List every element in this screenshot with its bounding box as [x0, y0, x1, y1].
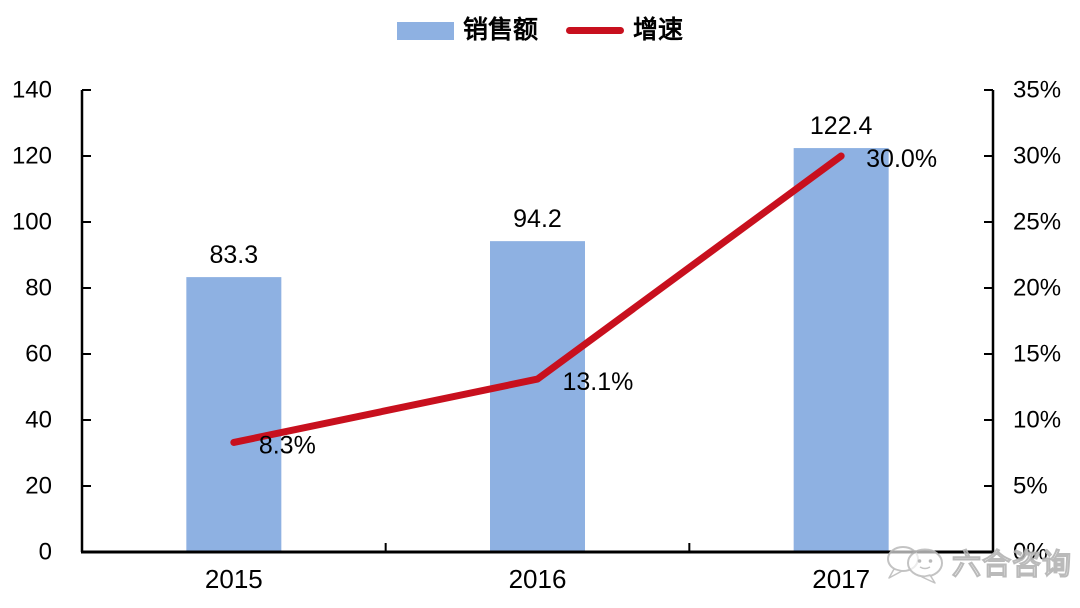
- right-axis-tick-label: 5%: [1013, 473, 1048, 500]
- right-axis-tick-label: 25%: [1013, 209, 1061, 236]
- line-value-label: 8.3%: [259, 431, 316, 459]
- bar-value-label: 94.2: [513, 205, 562, 233]
- left-axis-tick-label: 140: [12, 77, 52, 104]
- growth-line: [230, 152, 845, 446]
- legend-label-sales: 销售额: [462, 16, 538, 44]
- watermark-text: 六合咨询: [951, 548, 1073, 581]
- x-axis-label-2016: 2016: [509, 564, 567, 594]
- x-axis-label-2015: 2015: [205, 564, 263, 594]
- legend-item-sales: 销售额: [396, 16, 538, 44]
- right-axis-tick-label: 10%: [1013, 407, 1061, 434]
- bar-2015: [186, 277, 282, 552]
- left-axis-tick-label: 120: [12, 143, 52, 170]
- bar-2017: [793, 148, 889, 552]
- left-axis-tick-label: 80: [25, 275, 52, 302]
- legend-item-growth: 增速: [566, 18, 683, 43]
- bar-swatch-icon: [396, 21, 454, 40]
- line-swatch-icon: [566, 27, 624, 34]
- bar-2016: [490, 241, 585, 552]
- legend-label-growth: 增速: [633, 16, 684, 44]
- right-axis-tick-label: 15%: [1013, 341, 1061, 368]
- x-axis-label-2017: 2017: [812, 564, 870, 594]
- right-axis-tick-label: 0%: [1013, 539, 1048, 566]
- left-axis-tick-label: 0: [39, 539, 52, 566]
- left-axis-tick-label: 20: [25, 473, 52, 500]
- chart-legend: 销售额 增速: [0, 18, 1080, 43]
- line-value-label: 13.1%: [563, 368, 634, 396]
- left-axis-tick-label: 40: [25, 407, 52, 434]
- right-axis-tick-label: 35%: [1013, 77, 1061, 104]
- bar-value-label: 83.3: [209, 241, 258, 269]
- speech-bubbles-icon: [887, 546, 943, 584]
- left-axis-tick-label: 100: [12, 209, 52, 236]
- right-axis-tick-label: 30%: [1013, 143, 1061, 170]
- bar-value-label: 122.4: [810, 112, 873, 140]
- line-value-label: 30.0%: [866, 145, 937, 173]
- right-axis-tick-label: 20%: [1013, 275, 1061, 302]
- watermark: 六合咨询: [884, 543, 1072, 587]
- left-axis-tick-label: 60: [25, 341, 52, 368]
